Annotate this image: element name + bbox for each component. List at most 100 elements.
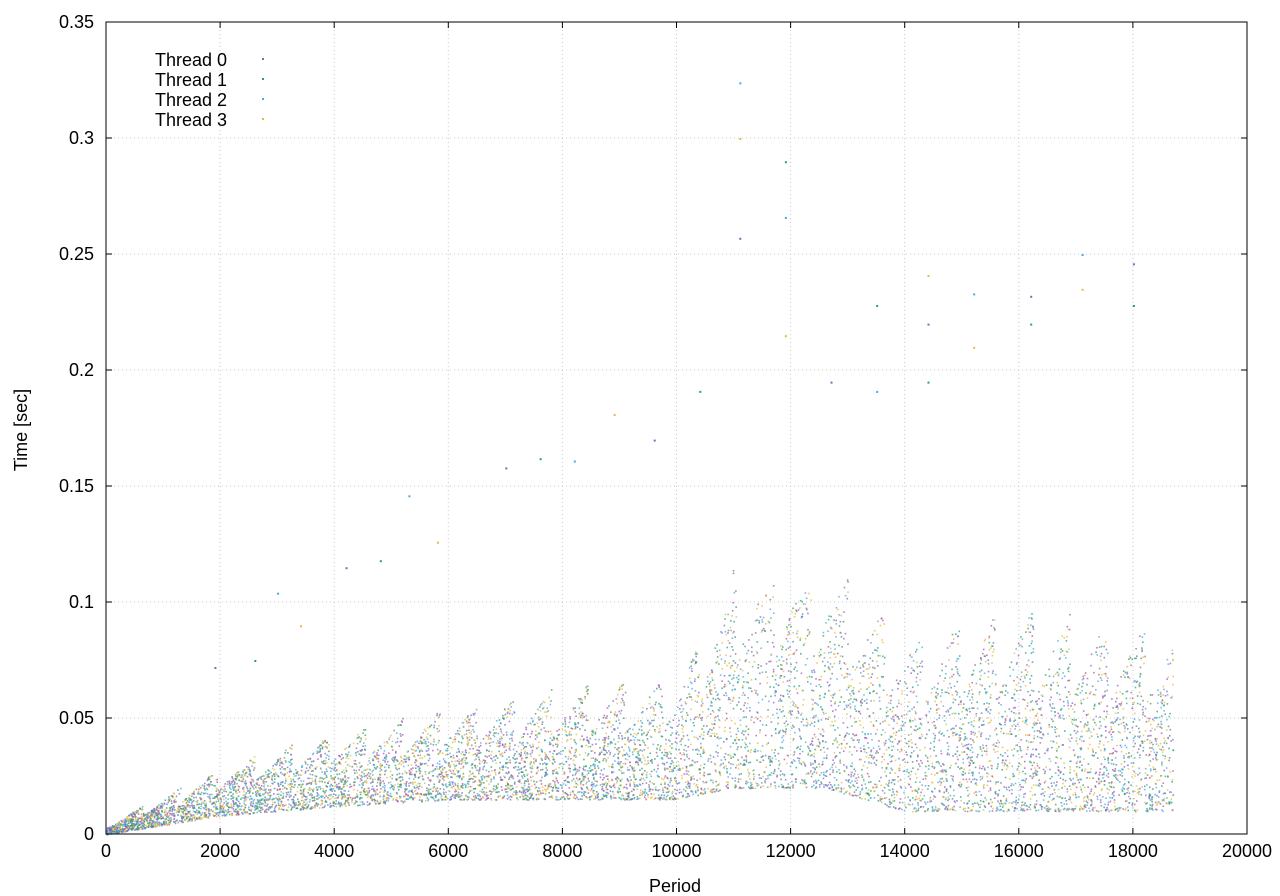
data-point (893, 720, 895, 722)
data-point (995, 727, 997, 730)
data-point (757, 603, 759, 606)
data-point (146, 825, 148, 827)
data-point (839, 760, 841, 762)
data-point (471, 744, 473, 747)
data-point (1018, 762, 1020, 765)
data-point (1092, 751, 1094, 753)
data-point (198, 810, 200, 813)
data-point (613, 738, 615, 741)
data-point (505, 791, 507, 793)
data-point (1083, 805, 1086, 808)
data-point (1054, 792, 1056, 794)
data-point (1001, 806, 1004, 808)
data-point (951, 694, 954, 696)
data-point (808, 675, 811, 678)
data-point (378, 802, 381, 805)
data-point (399, 796, 402, 798)
data-point (356, 751, 358, 753)
data-point (1075, 774, 1078, 777)
data-point (1154, 728, 1156, 731)
data-point (1024, 685, 1027, 687)
data-point (509, 759, 511, 761)
data-point (935, 761, 938, 763)
data-point (336, 785, 338, 788)
data-point (1119, 718, 1121, 721)
data-point (861, 797, 863, 800)
data-point (454, 740, 457, 743)
data-point (691, 764, 694, 767)
data-point (821, 660, 824, 663)
data-point (616, 702, 618, 705)
data-point (565, 734, 567, 736)
data-point (521, 771, 523, 773)
data-point (737, 763, 740, 766)
data-point (633, 766, 635, 769)
data-point (918, 763, 920, 765)
data-point (478, 779, 481, 782)
data-point (1155, 759, 1158, 761)
data-point (503, 717, 505, 719)
data-point (958, 630, 961, 633)
data-point (383, 782, 385, 785)
data-point (769, 785, 772, 788)
data-point (577, 722, 580, 725)
data-point (1097, 736, 1099, 738)
data-point (815, 714, 817, 717)
data-point (1016, 744, 1018, 746)
data-point (989, 798, 992, 801)
data-point (814, 761, 816, 764)
data-point (970, 730, 972, 733)
data-point (407, 764, 410, 767)
data-point (1113, 790, 1115, 793)
data-point (976, 756, 978, 758)
data-point (1085, 714, 1088, 716)
data-point (289, 791, 292, 793)
data-point (533, 723, 536, 726)
data-point (793, 726, 795, 728)
data-point (128, 822, 130, 825)
data-point (366, 790, 368, 793)
data-point (321, 747, 324, 750)
data-point (642, 739, 644, 742)
data-point (782, 706, 784, 708)
data-point (738, 697, 741, 699)
data-point (962, 778, 965, 781)
data-point (321, 780, 323, 783)
data-point (457, 786, 459, 788)
data-point (527, 785, 530, 788)
data-point (232, 796, 235, 799)
data-point (410, 764, 413, 766)
data-point (261, 806, 263, 809)
data-point (572, 774, 574, 777)
data-point (788, 696, 790, 698)
data-point (983, 750, 986, 752)
data-point (862, 726, 865, 729)
data-point (1063, 705, 1065, 707)
data-point (1123, 724, 1125, 727)
data-point (1035, 774, 1037, 776)
data-point (1138, 736, 1141, 739)
data-point (443, 793, 445, 795)
data-point (882, 655, 884, 658)
data-point (526, 773, 529, 775)
data-point (663, 767, 666, 770)
data-point (924, 737, 927, 739)
data-point (607, 737, 610, 740)
data-point (952, 732, 954, 734)
data-point (223, 785, 226, 788)
data-point (395, 791, 398, 794)
data-point (820, 706, 822, 708)
data-point (591, 781, 593, 784)
data-point (813, 671, 816, 673)
data-point (811, 785, 813, 788)
data-point (784, 730, 787, 733)
data-point (755, 716, 757, 718)
data-point (1127, 756, 1129, 758)
data-point (945, 797, 947, 799)
data-point (130, 823, 133, 825)
data-point (308, 787, 311, 789)
data-point (264, 804, 266, 807)
data-point (924, 777, 927, 780)
data-point (1107, 801, 1110, 804)
data-point (601, 727, 604, 730)
